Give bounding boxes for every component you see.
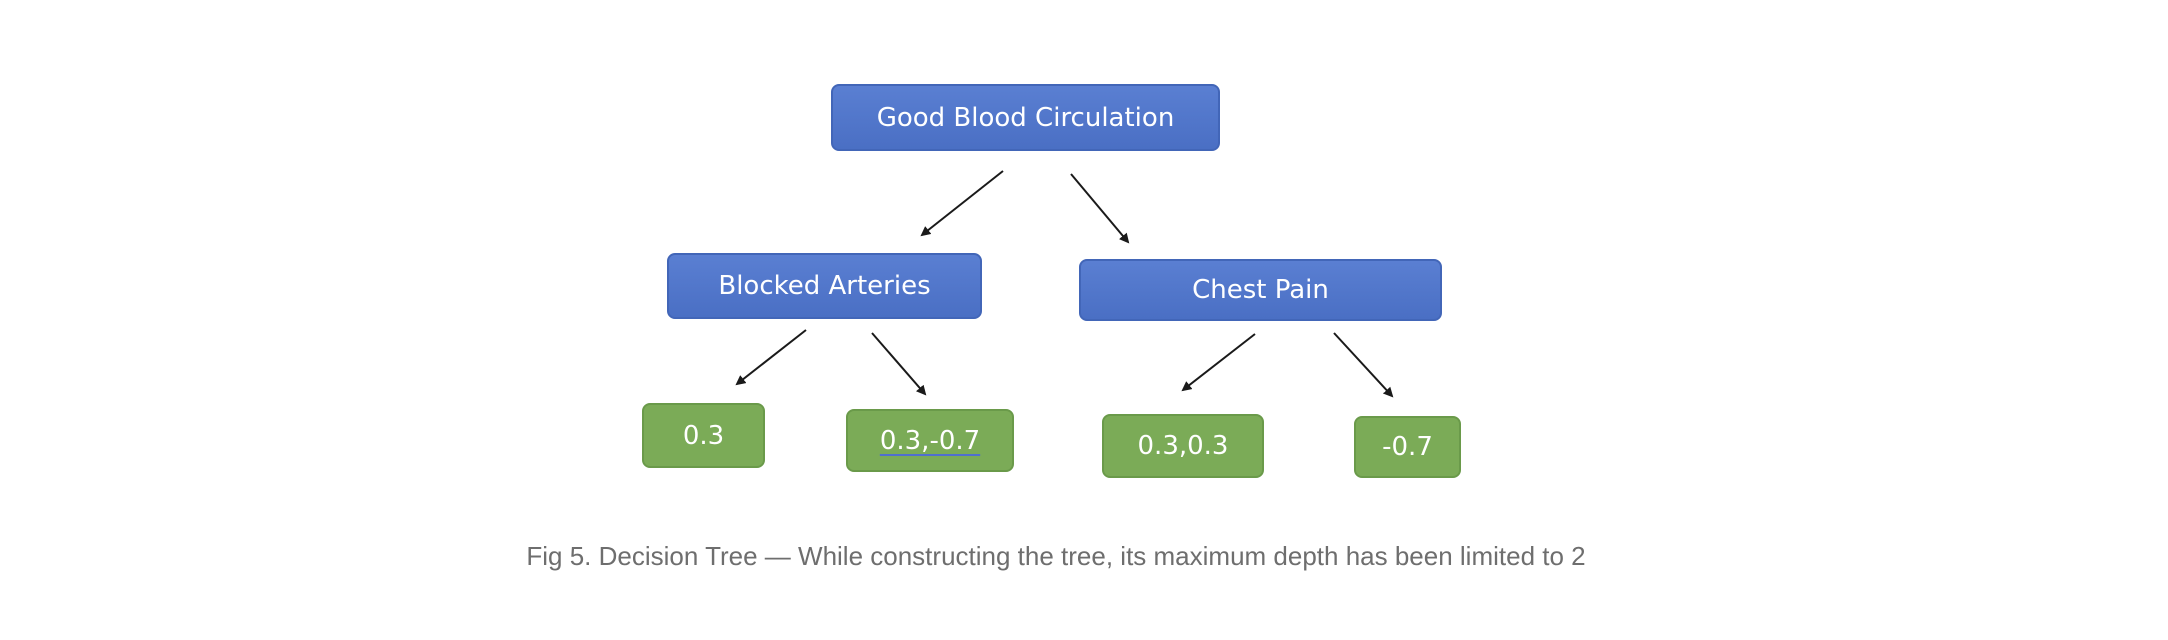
leaf-node-2: 0.3,-0.7	[846, 409, 1014, 472]
figure-caption: Fig 5. Decision Tree — While constructin…	[526, 541, 1586, 571]
node-chest-pain-label: Chest Pain	[1192, 275, 1329, 305]
leaf-node-4-value: -0.7	[1382, 432, 1433, 462]
edge-root-to-blocked-arteries	[920, 170, 1004, 237]
root-node-label: Good Blood Circulation	[876, 102, 1175, 133]
leaf-node-3: 0.3,0.3	[1102, 414, 1264, 478]
leaf-node-4: -0.7	[1354, 416, 1461, 478]
leaf-node-2-value: 0.3,-0.7	[879, 425, 981, 456]
node-chest-pain: Chest Pain	[1079, 259, 1442, 321]
edge-chest-pain-to-leaf-3	[1181, 333, 1256, 392]
leaf-node-1: 0.3	[642, 403, 765, 468]
edge-blocked-arteries-to-leaf-2	[871, 332, 927, 396]
edge-root-to-chest-pain	[1070, 173, 1130, 244]
leaf-node-1-value: 0.3	[682, 420, 725, 451]
node-blocked-arteries-label: Blocked Arteries	[718, 271, 931, 301]
node-blocked-arteries: Blocked Arteries	[667, 253, 982, 319]
edge-blocked-arteries-to-leaf-1	[735, 329, 807, 386]
root-node-good-blood-circulation: Good Blood Circulation	[831, 84, 1220, 151]
leaf-node-3-value: 0.3,0.3	[1137, 431, 1229, 461]
edge-chest-pain-to-leaf-4	[1333, 332, 1394, 398]
